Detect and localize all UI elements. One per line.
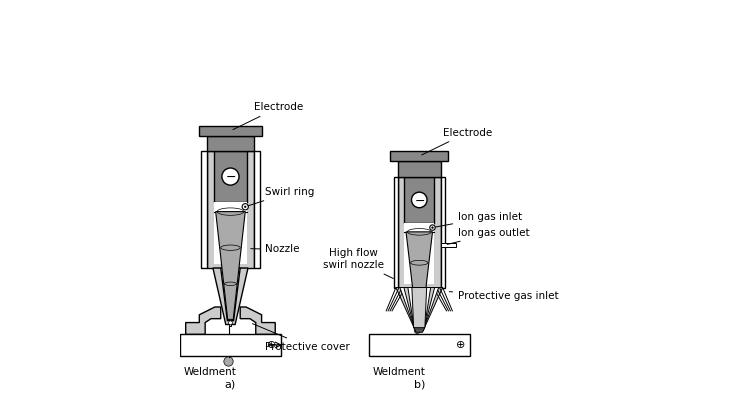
Bar bbox=[404, 176, 434, 223]
Bar bbox=[214, 151, 247, 202]
Text: $\oplus$: $\oplus$ bbox=[455, 340, 465, 351]
Polygon shape bbox=[400, 288, 439, 331]
Bar bbox=[207, 151, 254, 268]
Circle shape bbox=[431, 227, 433, 228]
Polygon shape bbox=[406, 232, 432, 325]
Text: Electrode: Electrode bbox=[233, 103, 303, 130]
Bar bbox=[214, 151, 247, 264]
Bar bbox=[214, 202, 247, 211]
Text: Protective cover: Protective cover bbox=[252, 323, 351, 352]
Text: Protective gas inlet: Protective gas inlet bbox=[449, 291, 559, 301]
Text: Ion gas outlet: Ion gas outlet bbox=[447, 228, 530, 244]
Polygon shape bbox=[186, 307, 221, 334]
Polygon shape bbox=[216, 211, 245, 320]
Polygon shape bbox=[221, 268, 240, 321]
Polygon shape bbox=[412, 288, 427, 328]
Bar bbox=[254, 151, 260, 268]
Bar bbox=[404, 176, 434, 284]
Text: Weldment: Weldment bbox=[184, 367, 237, 377]
Text: High flow
swirl nozzle: High flow swirl nozzle bbox=[323, 248, 393, 279]
Bar bbox=[398, 176, 440, 288]
Bar bbox=[201, 151, 207, 268]
Bar bbox=[440, 243, 456, 248]
Text: $-$: $-$ bbox=[225, 170, 236, 183]
Polygon shape bbox=[396, 288, 443, 332]
Bar bbox=[369, 334, 470, 356]
Text: Ion gas inlet: Ion gas inlet bbox=[435, 212, 522, 227]
Polygon shape bbox=[240, 307, 275, 334]
Polygon shape bbox=[404, 288, 434, 330]
Circle shape bbox=[228, 321, 232, 325]
Bar bbox=[398, 161, 440, 176]
Bar bbox=[229, 320, 231, 326]
Text: Nozzle: Nozzle bbox=[251, 244, 300, 255]
Circle shape bbox=[224, 357, 233, 366]
Text: a): a) bbox=[225, 379, 236, 389]
Text: $-$: $-$ bbox=[413, 193, 425, 206]
Text: Swirl ring: Swirl ring bbox=[248, 187, 315, 206]
Bar bbox=[404, 223, 434, 232]
Circle shape bbox=[414, 327, 420, 334]
Circle shape bbox=[242, 204, 249, 210]
Circle shape bbox=[430, 225, 435, 230]
Polygon shape bbox=[213, 268, 248, 325]
Text: Weldment: Weldment bbox=[372, 367, 425, 377]
Bar bbox=[199, 126, 261, 136]
Circle shape bbox=[411, 192, 427, 208]
Bar bbox=[390, 151, 449, 161]
Text: Electrode: Electrode bbox=[422, 128, 492, 155]
Bar bbox=[180, 334, 281, 356]
Bar bbox=[207, 136, 254, 151]
Text: $\oplus$: $\oplus$ bbox=[266, 340, 276, 351]
Circle shape bbox=[222, 168, 239, 185]
Text: b): b) bbox=[413, 379, 425, 389]
Circle shape bbox=[244, 206, 246, 208]
Polygon shape bbox=[408, 288, 431, 329]
Bar bbox=[394, 176, 398, 288]
Bar bbox=[440, 176, 445, 288]
